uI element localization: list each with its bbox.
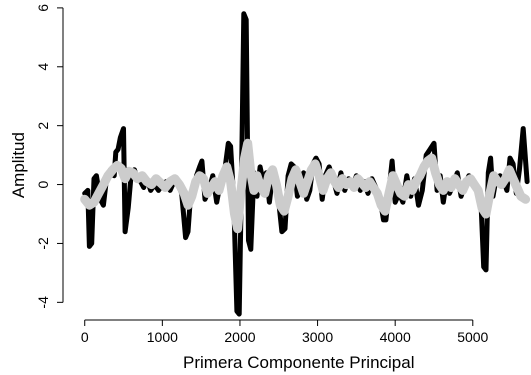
y-tick-label: 0	[35, 180, 51, 188]
x-tick-label: 4000	[380, 329, 411, 345]
series-black-line	[82, 11, 530, 317]
y-axis-ticks: -4 -2 0 2 4 6	[35, 4, 63, 309]
y-axis-title: Amplitud	[9, 132, 28, 198]
x-tick-label: 1000	[147, 329, 178, 345]
y-tick-label: -4	[35, 296, 51, 309]
y-tick-label: 2	[35, 122, 51, 130]
x-tick-label: 2000	[224, 329, 255, 345]
y-tick-label: 6	[35, 4, 51, 12]
x-axis-title: Primera Componente Principal	[183, 353, 415, 372]
y-tick-label: -2	[35, 237, 51, 250]
x-tick-label: 3000	[302, 329, 333, 345]
y-tick-label: 4	[35, 63, 51, 71]
x-tick-label: 0	[81, 329, 89, 345]
x-axis-ticks: 0 1000 2000 3000 4000 5000	[81, 320, 489, 345]
series-gray-line	[80, 138, 531, 234]
x-tick-label: 5000	[457, 329, 488, 345]
series-layer	[80, 11, 531, 317]
